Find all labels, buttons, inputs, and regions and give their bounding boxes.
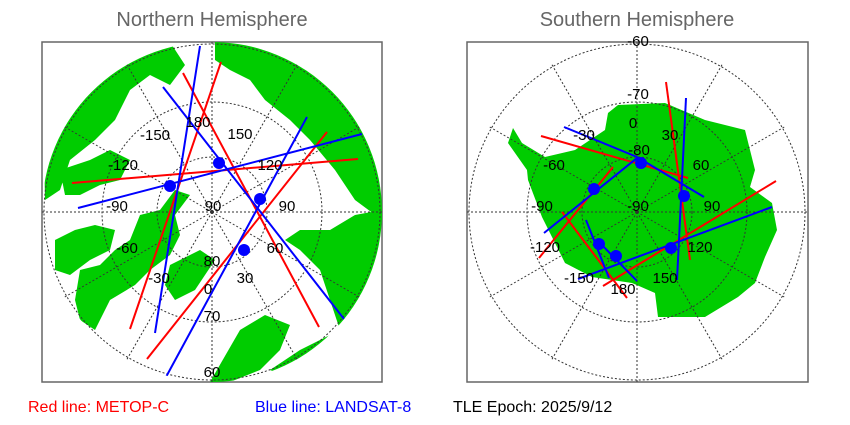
graticule-label: -150 xyxy=(564,270,594,287)
meridian-line xyxy=(126,211,213,360)
graticule-label: 150 xyxy=(652,270,677,287)
meridian-line xyxy=(211,211,360,298)
graticule-label: 80 xyxy=(204,253,221,270)
metop-c-track xyxy=(561,211,628,299)
antarctica-landmass xyxy=(508,103,777,317)
landsat-8-track xyxy=(162,86,345,320)
graticule-label: -90 xyxy=(106,198,128,215)
meridian-line xyxy=(64,211,213,298)
graticule-label: -30 xyxy=(573,127,595,144)
graticule-label: 120 xyxy=(687,239,712,256)
graticule-label: 30 xyxy=(662,127,679,144)
legend-metop-c: Red line: METOP-C xyxy=(28,399,170,416)
graticule-label: -60 xyxy=(627,33,649,50)
tle-epoch: TLE Epoch: 2025/9/12 xyxy=(453,399,613,416)
metop-c-track xyxy=(602,180,777,287)
meridian-line xyxy=(126,64,213,213)
meridian-line xyxy=(551,64,638,213)
satellite-position-marker xyxy=(635,157,647,169)
metop-c-track xyxy=(129,61,222,330)
graticule-label: 180 xyxy=(185,114,210,131)
graticule-label: 0 xyxy=(204,281,212,298)
satellite-position-marker xyxy=(665,242,677,254)
satellite-position-marker xyxy=(254,193,266,205)
landsat-8-track xyxy=(543,157,638,234)
graticule-label: -150 xyxy=(140,127,170,144)
satellite-position-marker xyxy=(588,183,600,195)
latitude-circle xyxy=(581,156,693,268)
landsat-8-track xyxy=(636,156,705,198)
metop-c-track xyxy=(540,135,689,179)
graticule-label: -80 xyxy=(628,142,650,159)
meridian-line xyxy=(211,211,298,360)
meridian-line xyxy=(636,64,723,213)
graticule-label: 120 xyxy=(257,157,282,174)
graticule-label: 60 xyxy=(267,240,284,257)
meridian-line xyxy=(636,126,785,213)
graticule-label: 60 xyxy=(693,157,710,174)
satellite-position-marker xyxy=(213,157,225,169)
south-graticule xyxy=(467,42,807,382)
north-map-title: Northern Hemisphere xyxy=(116,9,308,31)
graticule-label: 70 xyxy=(204,308,221,325)
graticule-label: 90 xyxy=(704,198,721,215)
meridian-line xyxy=(551,211,638,360)
latitude-circle xyxy=(156,156,268,268)
satellite-position-marker xyxy=(238,244,250,256)
south-polar-map: -60 -70 0 -30 30 -80 -60 60 -90 -90 90 -120 120 -150 1… xyxy=(466,33,809,383)
landsat-8-track xyxy=(77,133,363,209)
meridian-line xyxy=(211,64,298,213)
graticule-label: -70 xyxy=(627,86,649,103)
south-map-title: Southern Hemisphere xyxy=(539,9,735,31)
graticule-label: 150 xyxy=(227,126,252,143)
landsat-8-track xyxy=(563,126,638,158)
landsat-8-track xyxy=(676,97,687,281)
landsat-8-track xyxy=(577,206,773,280)
landsat-8-track xyxy=(599,242,638,282)
landsat-8-track xyxy=(165,116,308,378)
graticule-label: -120 xyxy=(108,157,138,174)
meridian-line xyxy=(489,211,638,298)
landsat-8-track xyxy=(154,45,201,334)
satellite-position-marker xyxy=(164,180,176,192)
graticule-label: 90 xyxy=(279,198,296,215)
graticule-label: 60 xyxy=(204,364,221,381)
south-tracks xyxy=(538,81,777,299)
legend-landsat-8: Blue line: LANDSAT-8 xyxy=(255,399,412,416)
meridian-line xyxy=(636,211,723,360)
metop-c-track xyxy=(71,158,359,184)
satellite-position-marker xyxy=(678,190,690,202)
meridian-line xyxy=(636,211,785,298)
north-graticule xyxy=(42,42,382,382)
metop-c-track xyxy=(538,166,614,259)
graticule-label: -90 xyxy=(531,198,553,215)
meridian-line xyxy=(64,126,213,213)
satellite-position-marker xyxy=(593,238,605,250)
north-tracks xyxy=(71,45,363,378)
satellite-position-marker xyxy=(610,250,622,262)
graticule-label: -60 xyxy=(543,157,565,174)
graticule-label: 90 xyxy=(205,198,222,215)
graticule-label: 180 xyxy=(610,281,635,298)
metop-c-track xyxy=(665,81,691,261)
meridian-line xyxy=(489,126,638,213)
graticule-label: -60 xyxy=(116,240,138,257)
graticule-label: 30 xyxy=(237,270,254,287)
north-polar-map: 180 150 -150 120 -120 90 -90 90 60 -60 80 30 -30 0 70 6… xyxy=(41,41,383,383)
graticule-label: 0 xyxy=(629,115,637,132)
graticule-label: -30 xyxy=(148,270,170,287)
graticule-label: -90 xyxy=(627,198,649,215)
graticule-label: -120 xyxy=(530,239,560,256)
